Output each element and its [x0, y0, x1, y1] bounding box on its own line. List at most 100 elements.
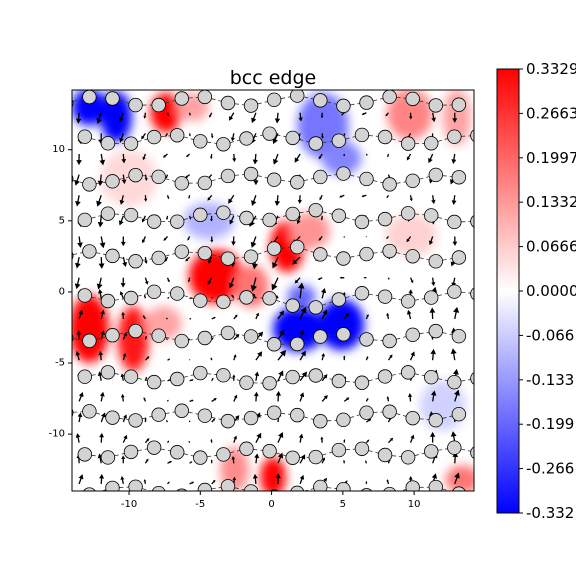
arrowhead: [317, 277, 321, 280]
field-blob: [318, 299, 365, 351]
arrowhead: [452, 118, 458, 123]
atom-marker: [313, 414, 328, 429]
arrowhead: [99, 432, 105, 438]
arrowhead: [78, 474, 84, 480]
arrowhead: [96, 200, 102, 207]
arrowhead: [299, 392, 305, 398]
arrowhead: [252, 159, 258, 165]
arrowhead: [191, 297, 193, 299]
arrowhead: [208, 259, 212, 264]
atom-marker: [72, 251, 74, 261]
arrowhead: [212, 418, 216, 421]
atom-marker: [359, 246, 374, 262]
atom-marker: [123, 207, 139, 223]
atom-marker: [197, 90, 213, 105]
arrowhead: [167, 279, 170, 283]
arrowhead: [163, 237, 167, 241]
arrowhead: [251, 263, 258, 270]
x-axis: -10 -5 0 5 10: [121, 491, 420, 510]
arrowhead: [185, 258, 189, 262]
arrowhead: [77, 412, 83, 418]
atom-marker: [239, 210, 254, 226]
colorbar-tick-label: 0.3329: [526, 60, 576, 78]
atom-marker: [146, 374, 162, 390]
colorbar-tick-label: -0.066: [526, 326, 574, 344]
arrowhead: [318, 237, 322, 241]
arrowhead: [278, 432, 284, 439]
atom-marker: [451, 97, 467, 112]
arrowhead: [121, 158, 127, 164]
arrowhead: [361, 112, 365, 116]
atom-marker: [243, 329, 259, 344]
field-blob: [321, 141, 362, 176]
arrowhead: [431, 282, 436, 287]
arrowhead: [143, 115, 147, 119]
atom-marker: [239, 375, 254, 390]
arrowhead: [278, 370, 284, 377]
arrowhead: [142, 315, 145, 318]
atom-marker: [313, 169, 328, 185]
atom-marker: [100, 450, 116, 465]
arrowhead: [96, 283, 103, 290]
arrowhead: [231, 294, 234, 297]
colorbar-tick-label: -0.133: [526, 371, 574, 389]
arrowhead: [188, 440, 190, 442]
x-tick-label: 0: [268, 499, 274, 510]
atom-marker: [72, 333, 74, 343]
atom-marker: [336, 327, 351, 342]
atom-marker: [216, 368, 231, 383]
arrowhead: [386, 312, 390, 316]
arrowhead: [250, 241, 257, 248]
arrowhead: [363, 277, 365, 279]
y-tick-label: 10: [52, 144, 65, 155]
atom-marker: [424, 208, 439, 223]
atom-marker: [359, 332, 374, 347]
arrowhead: [343, 134, 346, 137]
colorbar: 0.3329 0.2663 0.1997 0.1332 0.0666 0.000…: [496, 60, 576, 522]
atom-marker: [105, 248, 120, 264]
atom-marker: [216, 205, 231, 220]
arrowhead: [232, 158, 237, 163]
arrowhead: [453, 389, 460, 396]
atom-marker: [308, 136, 323, 151]
arrowhead: [275, 473, 281, 479]
arrowhead: [431, 199, 436, 205]
atom-marker: [128, 323, 143, 339]
arrowhead: [279, 349, 286, 357]
atom-marker: [377, 369, 393, 384]
atom-marker: [151, 407, 166, 422]
atom-marker: [313, 329, 328, 344]
arrowhead: [323, 374, 328, 379]
arrowhead: [343, 355, 346, 358]
arrowhead: [275, 390, 281, 396]
arrowhead: [75, 118, 82, 124]
atom-marker: [239, 441, 254, 456]
arrowhead: [250, 284, 258, 292]
atom-marker: [470, 287, 474, 301]
arrowhead: [165, 134, 168, 137]
arrowhead: [366, 154, 368, 156]
arrowhead: [323, 477, 328, 482]
arrowhead: [452, 368, 459, 375]
atom-marker: [72, 408, 74, 418]
atom-marker: [424, 444, 439, 459]
atom-marker: [470, 446, 474, 460]
arrowhead: [211, 377, 214, 380]
atom-marker: [359, 405, 374, 420]
atom-marker: [451, 328, 467, 344]
arrowhead: [298, 433, 304, 439]
arrowhead: [213, 316, 216, 319]
arrowhead: [78, 391, 84, 398]
arrowhead: [122, 261, 128, 267]
atom-marker: [128, 167, 143, 183]
atom-marker: [243, 98, 259, 113]
arrowhead: [120, 241, 126, 247]
arrowhead: [144, 198, 148, 202]
arrowhead: [319, 197, 323, 201]
arrowhead: [235, 415, 240, 420]
arrowhead: [76, 330, 82, 335]
arrowhead: [346, 397, 350, 401]
atom-marker: [105, 174, 120, 189]
arrowhead: [430, 348, 437, 355]
arrowhead: [121, 179, 127, 185]
